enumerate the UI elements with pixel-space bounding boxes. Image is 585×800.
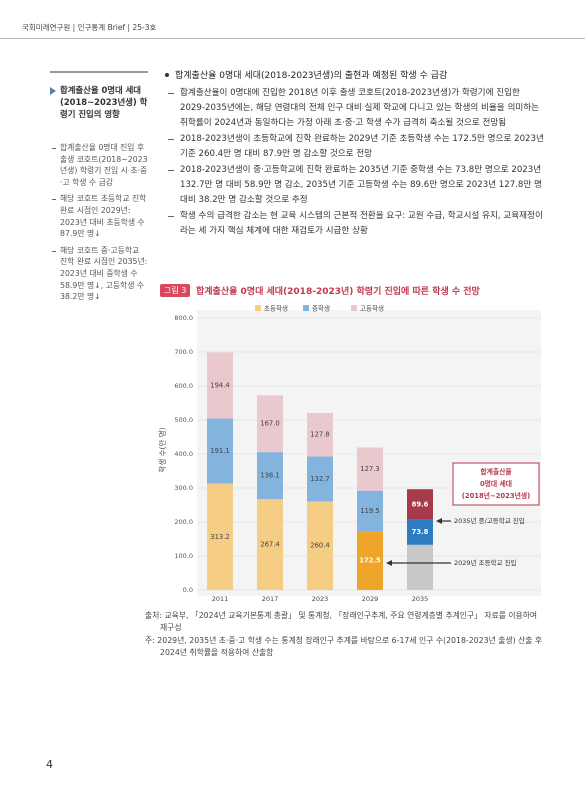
value-label: 127.8 <box>310 431 329 439</box>
value-label: 167.0 <box>260 420 279 428</box>
bar-segment <box>257 395 283 453</box>
y-tick-label: 600.0 <box>174 382 193 390</box>
bar-segment <box>207 352 233 419</box>
note: 출처: 교육부, 「2024년 교육기본통계 총괄」 및 통계청, 「장래인구추… <box>145 611 538 632</box>
annotation-text: 합계출산율 <box>480 467 512 476</box>
main-item: 2018-2023년생이 초등학교에 진학 완료하는 2029년 기준 초등학생… <box>168 132 546 162</box>
value-label: 191.1 <box>210 447 229 455</box>
page-number: 4 <box>46 758 53 771</box>
legend-swatch <box>351 305 357 311</box>
x-tick-label: 2017 <box>262 595 279 603</box>
legend-label: 중학생 <box>312 304 330 313</box>
y-tick-label: 500.0 <box>174 416 193 424</box>
arrow-head <box>436 518 442 524</box>
y-tick-label: 0.0 <box>183 586 193 594</box>
value-label: 172.5 <box>359 557 381 565</box>
bar-segment <box>307 501 333 590</box>
y-tick-label: 100.0 <box>174 552 193 560</box>
arrow-head <box>386 560 392 566</box>
sidebar-title: 합계출산율 0명대 세대 (2018~2023년생) 학령기 진입의 영향 <box>60 85 148 119</box>
x-tick-label: 2035 <box>412 595 429 603</box>
value-label: 260.4 <box>310 542 329 550</box>
legend-swatch <box>255 305 261 311</box>
x-tick-label: 2029 <box>362 595 379 603</box>
bar-segment <box>307 412 333 457</box>
y-tick-label: 800.0 <box>174 314 193 322</box>
sidebar-item: 해당 코호트 초등학교 진학 완료 시점인 2029년: 2023년 대비 초등… <box>52 193 148 239</box>
sidebar-marker <box>50 87 56 95</box>
value-label: 89.6 <box>412 500 429 508</box>
notes: 출처: 교육부, 「2024년 교육기본통계 총괄」 및 통계청, 「장래인구추… <box>145 610 545 660</box>
value-label: 127.3 <box>360 465 379 473</box>
figure-label: 그림 3 <box>160 284 191 297</box>
value-label: 267.4 <box>260 541 279 549</box>
main-list: 합계출산율이 0명대에 진입한 2018년 이후 출생 코호트(2018-202… <box>168 86 546 240</box>
main-item: 학생 수의 급격한 감소는 현 교육 시스템의 근본적 전환을 요구: 교원 수… <box>168 209 546 239</box>
x-tick-label: 2023 <box>312 595 329 603</box>
bar-segment <box>407 489 433 520</box>
bar-segment <box>307 456 333 502</box>
note: 주: 2029년, 2035년 초·중·고 학생 수는 통계청 장래인구 추계를… <box>145 636 543 657</box>
sidebar-item: 해당 코호트 중·고등학교 진학 완료 시점인 2035년: 2023년 대비 … <box>52 245 148 303</box>
bar-segment <box>207 483 233 590</box>
sidebar-list: 합계출산율 0명대 진입 후 출생 코호트(2018~2023년생) 학령기 진… <box>52 142 148 308</box>
x-tick-label: 2011 <box>212 595 229 603</box>
y-tick-label: 200.0 <box>174 518 193 526</box>
y-tick-label: 700.0 <box>174 348 193 356</box>
main-item: 합계출산율이 0명대에 진입한 2018년 이후 출생 코호트(2018-202… <box>168 86 546 131</box>
annotation-text: 2035년 중/고등학교 진입 <box>454 516 525 525</box>
sidebar-rule <box>50 71 148 73</box>
y-axis-title: 학생 수(만 명) <box>157 427 167 472</box>
main-item: 2018-2023년생이 중·고등학교에 진학 완료하는 2035년 기준 중학… <box>168 163 546 208</box>
chart-title: 합계출산율 0명대 세대(2018-2023년) 학령기 진입에 따른 학생 수… <box>196 287 480 297</box>
value-label: 132.7 <box>310 475 329 483</box>
bar-segment <box>357 447 383 491</box>
annotation-text: 0명대 세대 <box>480 479 512 488</box>
bar-segment <box>407 544 433 590</box>
header-title: 국회미래연구원 | 인구통계 Brief | 25-3호 <box>22 23 157 32</box>
bar-segment <box>357 531 383 590</box>
bar-segment <box>357 490 383 532</box>
bar-segment <box>207 418 233 484</box>
main-heading: 합계출산율 0명대 세대(2018-2023년생)의 출현과 예정된 학생 수 … <box>165 68 447 81</box>
legend-swatch <box>303 305 309 311</box>
bar-segment <box>407 519 433 545</box>
y-tick-label: 300.0 <box>174 484 193 492</box>
sidebar-item: 합계출산율 0명대 진입 후 출생 코호트(2018~2023년생) 학령기 진… <box>52 142 148 188</box>
y-tick-label: 400.0 <box>174 450 193 458</box>
value-label: 73.8 <box>412 528 429 536</box>
chart: 학생 수(만 명) 0.0 100.0 200.0 300.0 400.0 500.0 60… <box>157 304 541 603</box>
value-label: 138.1 <box>260 472 279 480</box>
annotation-text: 2029년 초등학교 진입 <box>454 558 517 567</box>
annotation-text: (2018년~2023년생) <box>462 491 531 500</box>
legend-label: 고등학생 <box>360 304 384 313</box>
bar-segment <box>257 499 283 590</box>
value-label: 313.2 <box>210 533 229 541</box>
value-label: 119.5 <box>360 507 379 515</box>
legend-label: 초등학생 <box>264 304 288 313</box>
value-label: 194.4 <box>210 381 229 389</box>
annotation-box <box>452 462 540 506</box>
bar-segment <box>257 452 283 500</box>
header-rule <box>0 38 585 39</box>
